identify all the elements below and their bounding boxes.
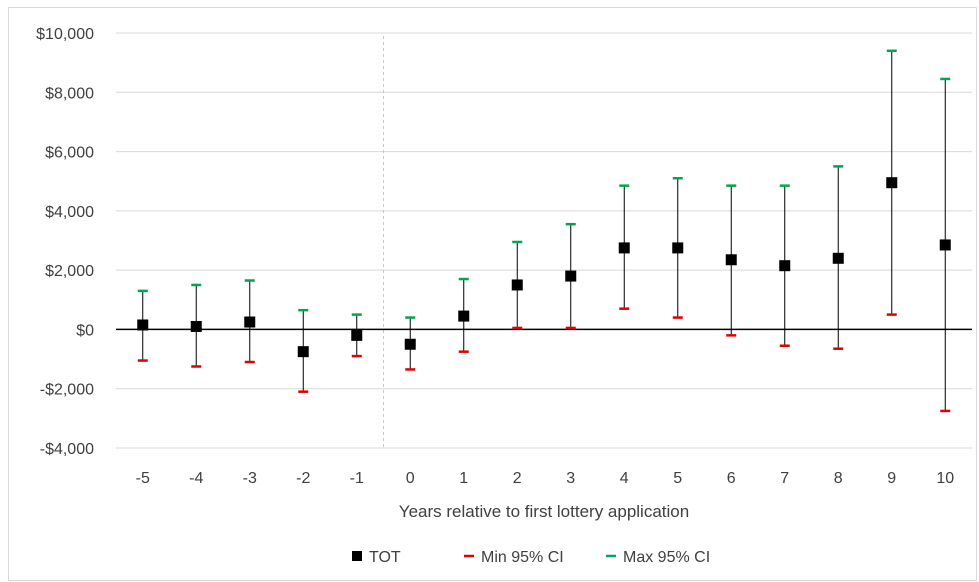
tot-point — [565, 270, 577, 282]
x-tick-label: -2 — [296, 470, 310, 487]
tot-point — [404, 338, 416, 350]
tot-point — [779, 260, 791, 272]
x-tick-label: -5 — [136, 470, 150, 487]
tot-point — [458, 310, 470, 322]
legend-tot-marker — [352, 551, 362, 561]
data-marks — [137, 49, 951, 413]
tot-point — [886, 177, 898, 189]
x-axis-title: Years relative to first lottery applicat… — [399, 502, 689, 521]
chart-frame — [8, 7, 977, 581]
x-tick-label: 6 — [727, 470, 736, 487]
legend: TOT Min 95% CI Max 95% CI — [352, 549, 710, 566]
x-tick-label: -4 — [189, 470, 203, 487]
tot-point — [351, 329, 363, 341]
x-tick-label: 1 — [459, 470, 468, 487]
x-tick-label: 7 — [780, 470, 789, 487]
y-axis-tick-labels: -$4,000 -$2,000 $0 $2,000 $4,000 $6,000 $8,000… — [36, 26, 94, 458]
y-tick-label: $8,000 — [45, 85, 94, 102]
x-tick-label: 5 — [673, 470, 682, 487]
tot-point — [511, 279, 523, 291]
x-tick-label: 3 — [566, 470, 575, 487]
x-tick-label: 0 — [406, 470, 415, 487]
x-tick-label: 10 — [936, 470, 954, 487]
x-tick-label: 8 — [834, 470, 843, 487]
tot-point — [244, 316, 256, 328]
y-tick-label: $0 — [76, 322, 94, 339]
gridlines — [116, 32, 972, 449]
x-tick-label: 4 — [620, 470, 629, 487]
y-tick-label: $10,000 — [36, 26, 94, 43]
y-tick-label: $4,000 — [45, 204, 94, 221]
tot-point — [832, 252, 844, 264]
y-tick-label: -$2,000 — [40, 382, 94, 399]
tot-point — [137, 319, 149, 331]
x-tick-label: -1 — [350, 470, 364, 487]
tot-point — [939, 239, 951, 251]
legend-label: TOT — [369, 549, 401, 566]
x-tick-label: 2 — [513, 470, 522, 487]
y-tick-label: $6,000 — [45, 145, 94, 162]
y-tick-label: -$4,000 — [40, 441, 94, 458]
tot-point — [672, 242, 684, 254]
tot-point — [190, 320, 202, 332]
x-tick-label: -3 — [243, 470, 257, 487]
y-tick-label: $2,000 — [45, 263, 94, 280]
x-axis-tick-labels: -5 -4 -3 -2 -1 0 1 2 3 4 5 6 7 8 9 10 — [136, 470, 955, 487]
legend-label: Max 95% CI — [623, 549, 710, 566]
tot-point — [725, 254, 737, 266]
tot-point — [297, 346, 309, 358]
tot-point — [618, 242, 630, 254]
legend-label: Min 95% CI — [481, 549, 564, 566]
x-tick-label: 9 — [887, 470, 896, 487]
